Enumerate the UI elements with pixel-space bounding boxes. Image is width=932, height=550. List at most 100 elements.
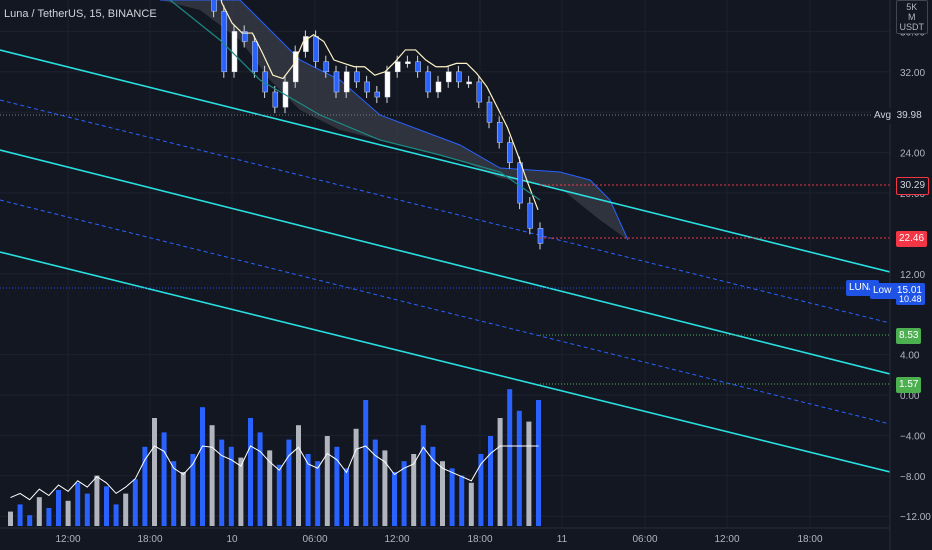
volume-bar-34 bbox=[334, 446, 340, 526]
volume-bar-17 bbox=[171, 461, 177, 526]
volume-bar-32 bbox=[315, 461, 321, 526]
time-axis[interactable]: 12:00 18:00 10 06:00 12:00 18:00 11 06:00 12:00 1… bbox=[0, 527, 890, 545]
volume-bar-23 bbox=[228, 446, 234, 526]
cloud-edge bbox=[160, 0, 629, 241]
volume-bar-25 bbox=[248, 418, 253, 526]
channel-upper bbox=[0, 49, 891, 273]
candle-body-24 bbox=[384, 71, 391, 98]
candle-body-30 bbox=[445, 71, 452, 83]
volume-bar-40 bbox=[392, 472, 397, 526]
candle-body-25 bbox=[394, 61, 401, 73]
volume-bar-44 bbox=[430, 446, 436, 526]
candle-body-16 bbox=[303, 36, 309, 52]
candle-body-26 bbox=[405, 61, 411, 64]
candle-body-18 bbox=[323, 61, 330, 73]
candle-body-34 bbox=[486, 101, 493, 123]
candle-body-20 bbox=[343, 71, 350, 93]
price-axis[interactable]: 52.0048.0044.0036.0032.0028.0024.0020.00… bbox=[889, 0, 931, 550]
volume-bar-50 bbox=[488, 436, 493, 526]
volume-bar-13 bbox=[132, 479, 138, 526]
volume-bar-36 bbox=[353, 428, 359, 526]
volume-bar-39 bbox=[382, 450, 388, 526]
volume-bar-15 bbox=[152, 418, 157, 526]
candle-body-22 bbox=[364, 81, 370, 93]
volume-bar-35 bbox=[344, 468, 349, 526]
volume-bar-42 bbox=[411, 454, 417, 526]
channel-dash-upper bbox=[0, 99, 891, 324]
candle-body-38 bbox=[527, 202, 534, 229]
channel-middle bbox=[0, 149, 891, 375]
volume-bars bbox=[8, 389, 541, 526]
candle-body-29 bbox=[435, 81, 442, 93]
volume-bar-33 bbox=[324, 436, 330, 526]
price-level-lines bbox=[0, 114, 890, 385]
price-tick-11: −4.00 bbox=[900, 431, 926, 442]
current-label-text: Low bbox=[873, 285, 892, 296]
volume-bar-24 bbox=[238, 457, 244, 526]
time-tick-3: 06:00 bbox=[302, 534, 327, 545]
volume-bar-4 bbox=[46, 508, 52, 526]
candle-body-23 bbox=[374, 91, 381, 98]
candle-body-7 bbox=[211, 0, 217, 12]
time-tick-2: 10 bbox=[226, 534, 238, 545]
candle-body-10 bbox=[241, 31, 248, 42]
time-tick-4: 12:00 bbox=[384, 534, 409, 545]
time-tick-6: 11 bbox=[557, 534, 568, 545]
volume-bar-0 bbox=[8, 511, 13, 526]
candle-body-19 bbox=[333, 71, 340, 93]
avg-label-value: 39.98 bbox=[896, 110, 922, 121]
unit-line-2: M bbox=[908, 12, 916, 22]
grid-lines bbox=[0, 0, 890, 528]
ma-slow bbox=[169, 0, 541, 201]
volume-bar-2 bbox=[27, 515, 33, 526]
volume-bar-5 bbox=[56, 490, 61, 526]
volume-bar-48 bbox=[468, 482, 474, 526]
candle-body-37 bbox=[517, 162, 523, 204]
volume-bar-47 bbox=[459, 475, 465, 526]
time-tick-7: 06:00 bbox=[632, 534, 657, 545]
price-tick-9: 4.00 bbox=[900, 351, 920, 362]
volume-bar-14 bbox=[142, 446, 148, 526]
price-tick-8: 12.00 bbox=[900, 270, 925, 281]
volume-bar-46 bbox=[449, 468, 455, 526]
candle-body-36 bbox=[507, 142, 513, 163]
volume-bar-19 bbox=[190, 454, 196, 526]
cloud-area bbox=[160, 0, 628, 240]
candle-body-31 bbox=[456, 71, 462, 83]
regression-channel bbox=[0, 49, 891, 473]
candle-body-11 bbox=[252, 41, 258, 73]
time-tick-9: 18:00 bbox=[797, 534, 822, 545]
volume-bar-51 bbox=[497, 418, 503, 526]
unit-line-1: 5K bbox=[906, 2, 918, 12]
volume-ma bbox=[10, 445, 539, 501]
volume-bar-55 bbox=[536, 400, 541, 526]
symbol-title[interactable]: Luna / TetherUS, 15, BINANCE bbox=[4, 8, 157, 20]
level-label-3: 8.53 bbox=[896, 328, 922, 344]
price-tick-12: −8.00 bbox=[900, 472, 926, 483]
current-sub-label: 10.48 bbox=[896, 293, 925, 305]
price-tick-13: −12.00 bbox=[900, 512, 931, 523]
currency-unit-badge[interactable]: 5K M USDT bbox=[895, 0, 928, 34]
time-tick-5: 18:00 bbox=[467, 534, 492, 545]
volume-bar-41 bbox=[401, 461, 407, 526]
volume-bar-16 bbox=[161, 432, 167, 526]
ichimoku-cloud bbox=[160, 0, 629, 241]
volume-bar-31 bbox=[305, 454, 311, 526]
time-tick-1: 18:00 bbox=[137, 534, 162, 545]
volume-bar-12 bbox=[123, 493, 129, 526]
volume-bar-37 bbox=[363, 400, 369, 526]
level-label-2: 22.46 bbox=[896, 231, 928, 247]
volume-bar-20 bbox=[200, 407, 205, 526]
price-tick-4: 32.00 bbox=[900, 68, 925, 79]
candle-body-8 bbox=[221, 10, 228, 73]
volume-bar-49 bbox=[478, 454, 484, 526]
avg-label-text: Avg bbox=[874, 110, 892, 121]
candle-body-17 bbox=[313, 36, 319, 62]
channel-lower bbox=[0, 251, 891, 473]
volume-bar-6 bbox=[65, 500, 71, 526]
volume-bar-28 bbox=[276, 464, 282, 526]
volume-bar-8 bbox=[84, 493, 90, 526]
candle-body-39 bbox=[537, 228, 544, 244]
time-tick-8: 12:00 bbox=[714, 534, 739, 545]
